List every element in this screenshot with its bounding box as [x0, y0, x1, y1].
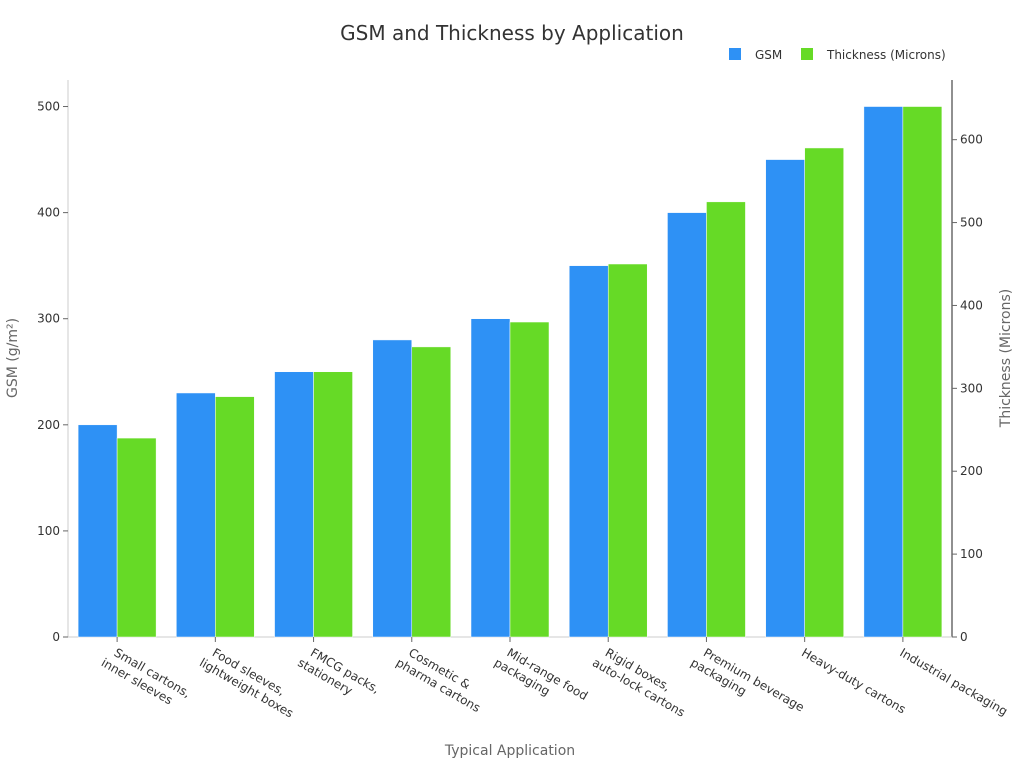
bar-gsm — [176, 392, 216, 638]
y-tick-label: 300 — [37, 312, 60, 326]
legend-label-gsm: GSM — [755, 48, 782, 62]
legend: GSM Thickness (Microns) — [729, 48, 946, 62]
x-tick-label: Industrial packaging — [897, 645, 1010, 718]
y2-tick-label: 200 — [960, 464, 983, 478]
x-tick-label: Premium beveragepackaging — [688, 642, 806, 727]
chart-title: GSM and Thickness by Application — [340, 21, 684, 45]
x-tick-label: Heavy-duty cartons — [799, 645, 908, 716]
bar-thickness — [902, 106, 943, 638]
y2-tick-label: 300 — [960, 381, 983, 395]
x-tick-label: Rigid boxes,auto-lock cartons — [590, 642, 695, 719]
y2-axis-label: Thickness (Microns) — [998, 289, 1014, 428]
bar-thickness — [411, 346, 452, 638]
y2-tick-label: 400 — [960, 298, 983, 312]
y2-tick-label: 600 — [960, 133, 983, 147]
bar-gsm — [765, 159, 805, 638]
y2-tick-label: 100 — [960, 547, 983, 561]
bar-thickness — [116, 437, 157, 638]
bar-gsm — [274, 371, 314, 638]
y-tick-label: 0 — [52, 630, 60, 644]
y-axis-label: GSM (g/m²) — [5, 318, 21, 398]
x-tick-label: FMCG packs,stationery — [295, 642, 382, 709]
bar-thickness — [804, 147, 844, 638]
legend-label-thickness: Thickness (Microns) — [826, 48, 946, 62]
bar-thickness — [607, 263, 648, 638]
bar-gsm — [372, 339, 413, 638]
legend-swatch-thickness — [801, 48, 813, 60]
bar-gsm — [568, 265, 609, 638]
x-tick-label: Small cartons,inner sleeves — [99, 642, 193, 713]
bar-thickness — [706, 201, 746, 638]
bar-gsm — [470, 318, 511, 638]
y-tick-label: 400 — [37, 206, 60, 220]
bar-gsm — [863, 106, 904, 638]
x-tick-label: Mid-range foodpackaging — [492, 642, 590, 716]
y-tick-label: 100 — [37, 524, 60, 538]
y-tick-label: 500 — [37, 100, 60, 114]
y2-tick-label: 0 — [960, 630, 968, 644]
y2-tick-label: 500 — [960, 216, 983, 230]
bar-gsm — [77, 424, 118, 638]
bar-thickness — [215, 396, 255, 638]
legend-swatch-gsm — [729, 48, 741, 60]
y-tick-label: 200 — [37, 418, 60, 432]
x-axis-label: Typical Application — [444, 743, 575, 759]
bar-gsm — [667, 212, 707, 638]
x-tick-label: Food sleeves,lightweight boxes — [197, 642, 303, 720]
x-tick-label: Cosmetic &pharma cartons — [394, 642, 491, 715]
bar-thickness — [313, 371, 353, 638]
bar-thickness — [509, 321, 550, 638]
